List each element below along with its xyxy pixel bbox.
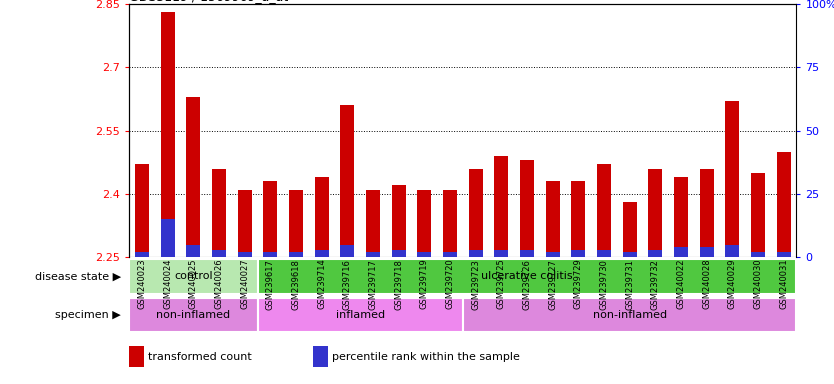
Bar xyxy=(340,105,354,257)
Bar xyxy=(495,250,509,257)
Bar xyxy=(726,245,740,257)
Bar xyxy=(366,190,380,257)
Bar xyxy=(700,247,714,257)
Bar xyxy=(520,160,534,257)
Bar xyxy=(623,202,636,257)
Bar xyxy=(463,298,796,332)
Bar xyxy=(392,250,406,257)
Bar xyxy=(674,247,688,257)
Bar xyxy=(417,190,431,257)
Text: GDS3119 / 1569969_a_at: GDS3119 / 1569969_a_at xyxy=(129,0,289,3)
Bar xyxy=(443,190,457,257)
Bar xyxy=(289,252,303,257)
Bar xyxy=(135,252,149,257)
Bar xyxy=(264,181,278,257)
Bar xyxy=(597,250,611,257)
Bar xyxy=(751,252,765,257)
Bar xyxy=(129,346,144,367)
Bar xyxy=(495,156,509,257)
Bar xyxy=(674,177,688,257)
Bar xyxy=(751,173,765,257)
Bar xyxy=(186,97,200,257)
Bar xyxy=(264,252,278,257)
Bar xyxy=(186,245,200,257)
Bar xyxy=(313,346,328,367)
Bar xyxy=(340,245,354,257)
Bar xyxy=(623,252,636,257)
Bar xyxy=(648,169,662,257)
Text: disease state ▶: disease state ▶ xyxy=(35,271,121,281)
Bar xyxy=(776,252,791,257)
Bar xyxy=(545,181,560,257)
Bar xyxy=(469,169,483,257)
Bar xyxy=(648,250,662,257)
Bar xyxy=(314,250,329,257)
Bar xyxy=(571,181,585,257)
Bar xyxy=(129,298,258,332)
Bar xyxy=(520,250,534,257)
Bar xyxy=(314,177,329,257)
Bar xyxy=(129,257,796,295)
Bar xyxy=(469,250,483,257)
Text: inflamed: inflamed xyxy=(335,310,384,320)
Text: non-inflamed: non-inflamed xyxy=(593,310,666,320)
Bar xyxy=(289,190,303,257)
Text: transformed count: transformed count xyxy=(148,352,252,362)
Bar xyxy=(161,219,175,257)
Bar xyxy=(258,259,796,294)
Bar xyxy=(238,190,252,257)
Bar xyxy=(571,250,585,257)
Bar xyxy=(726,101,740,257)
Bar xyxy=(129,259,258,294)
Bar xyxy=(443,252,457,257)
Bar xyxy=(597,164,611,257)
Text: specimen ▶: specimen ▶ xyxy=(55,310,121,320)
Bar xyxy=(212,169,226,257)
Text: percentile rank within the sample: percentile rank within the sample xyxy=(332,352,520,362)
Text: control: control xyxy=(174,271,213,281)
Bar xyxy=(700,169,714,257)
Bar xyxy=(366,252,380,257)
Bar xyxy=(161,12,175,257)
Text: non-inflamed: non-inflamed xyxy=(156,310,230,320)
Text: ulcerative colitis: ulcerative colitis xyxy=(481,271,573,281)
Bar xyxy=(212,250,226,257)
Bar xyxy=(258,298,463,332)
Bar xyxy=(392,185,406,257)
Bar xyxy=(135,164,149,257)
Bar xyxy=(776,152,791,257)
Bar xyxy=(238,252,252,257)
Bar xyxy=(417,252,431,257)
Bar xyxy=(545,252,560,257)
